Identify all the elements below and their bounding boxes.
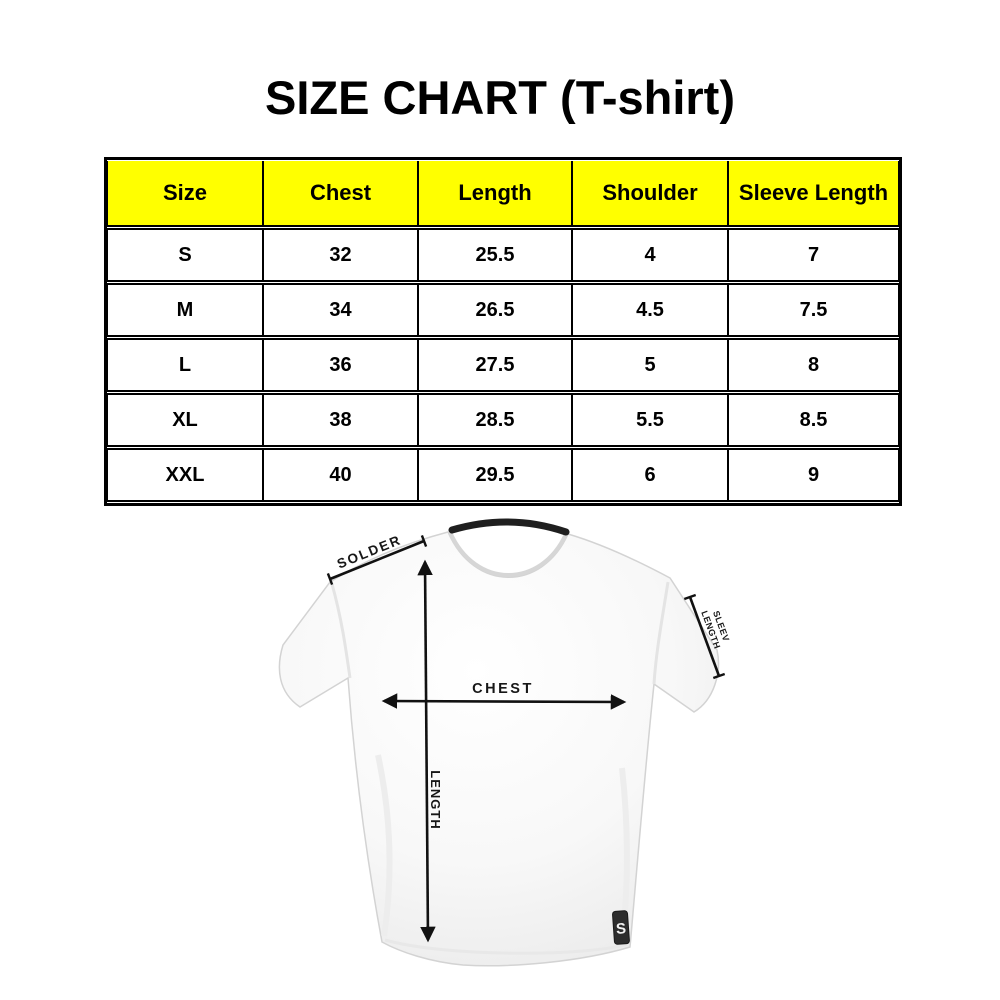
measurement-cell: 8.5	[728, 393, 899, 447]
shoulder-dimension-tick-right	[420, 534, 428, 548]
left-sleeve-seam	[330, 583, 352, 679]
size-chart-table: Size Chest Length Shoulder Sleeve Length…	[104, 157, 902, 506]
measurement-cell: 5.5	[572, 393, 728, 447]
measurement-cell: 8	[728, 338, 899, 392]
measurement-cell: 40	[263, 448, 418, 502]
hem-logo-letter: S	[615, 920, 626, 938]
left-fold-shadow	[375, 754, 393, 937]
measurement-cell: 4	[572, 228, 728, 282]
column-header-length: Length	[418, 161, 572, 227]
right-sleeve-seam	[652, 581, 670, 685]
table-row: L 36 27.5 5 8	[107, 338, 899, 392]
chest-arrow	[381, 693, 627, 710]
sleeve-dimension-line	[688, 596, 721, 677]
shoulder-dimension-tick-left	[326, 572, 334, 586]
table-row: M 34 26.5 4.5 7.5	[107, 283, 899, 337]
length-arrow	[417, 559, 436, 943]
length-label: LENGTH	[428, 770, 443, 829]
shoulder-dimension-line	[329, 539, 425, 581]
measurement-cell: 28.5	[418, 393, 572, 447]
tshirt-body	[278, 531, 720, 967]
sleeve-dimension-tick-bottom	[712, 672, 726, 680]
size-table-body: S 32 25.5 4 7 M 34 26.5 4.5 7.5 L 36 27.5 5 8 XL 38 28.5 5…	[107, 228, 899, 502]
column-header-size: Size	[107, 161, 263, 227]
measurement-cell: 5	[572, 338, 728, 392]
measurement-cell: 34	[263, 283, 418, 337]
measurement-cell: 38	[263, 393, 418, 447]
column-header-shoulder: Shoulder	[572, 161, 728, 227]
table-header-row: Size Chest Length Shoulder Sleeve Length	[107, 161, 899, 227]
size-cell: XL	[107, 393, 263, 447]
table-row: S 32 25.5 4 7	[107, 228, 899, 282]
size-cell: XXL	[107, 448, 263, 502]
measurement-cell: 27.5	[418, 338, 572, 392]
measurement-cell: 7.5	[728, 283, 899, 337]
measurement-cell: 36	[263, 338, 418, 392]
sleeve-dimension-tick-top	[683, 593, 697, 601]
measurement-cell: 6	[572, 448, 728, 502]
measurement-cell: 7	[728, 228, 899, 282]
page-title: SIZE CHART (T-shirt)	[265, 71, 735, 124]
measurement-cell: 32	[263, 228, 418, 282]
hem-logo-tag: S	[612, 910, 630, 945]
measurement-cell: 9	[728, 448, 899, 502]
measurement-cell: 4.5	[572, 283, 728, 337]
column-header-sleeve-length: Sleeve Length	[728, 161, 899, 227]
column-header-chest: Chest	[263, 161, 418, 227]
table-row: XL 38 28.5 5.5 8.5	[107, 393, 899, 447]
measurement-cell: 26.5	[418, 283, 572, 337]
tshirt-measurement-illustration: SOLDER LENGTH CHEST SLEEV LENGTH S	[278, 518, 730, 967]
size-cell: M	[107, 283, 263, 337]
table-row: XXL 40 29.5 6 9	[107, 448, 899, 502]
hem-shadow	[384, 938, 629, 955]
size-cell: S	[107, 228, 263, 282]
chest-label: CHEST	[472, 681, 534, 697]
collar	[448, 518, 570, 536]
size-cell: L	[107, 338, 263, 392]
measurement-cell: 29.5	[418, 448, 572, 502]
neckline-shadow	[448, 531, 568, 577]
measurement-cell: 25.5	[418, 228, 572, 282]
